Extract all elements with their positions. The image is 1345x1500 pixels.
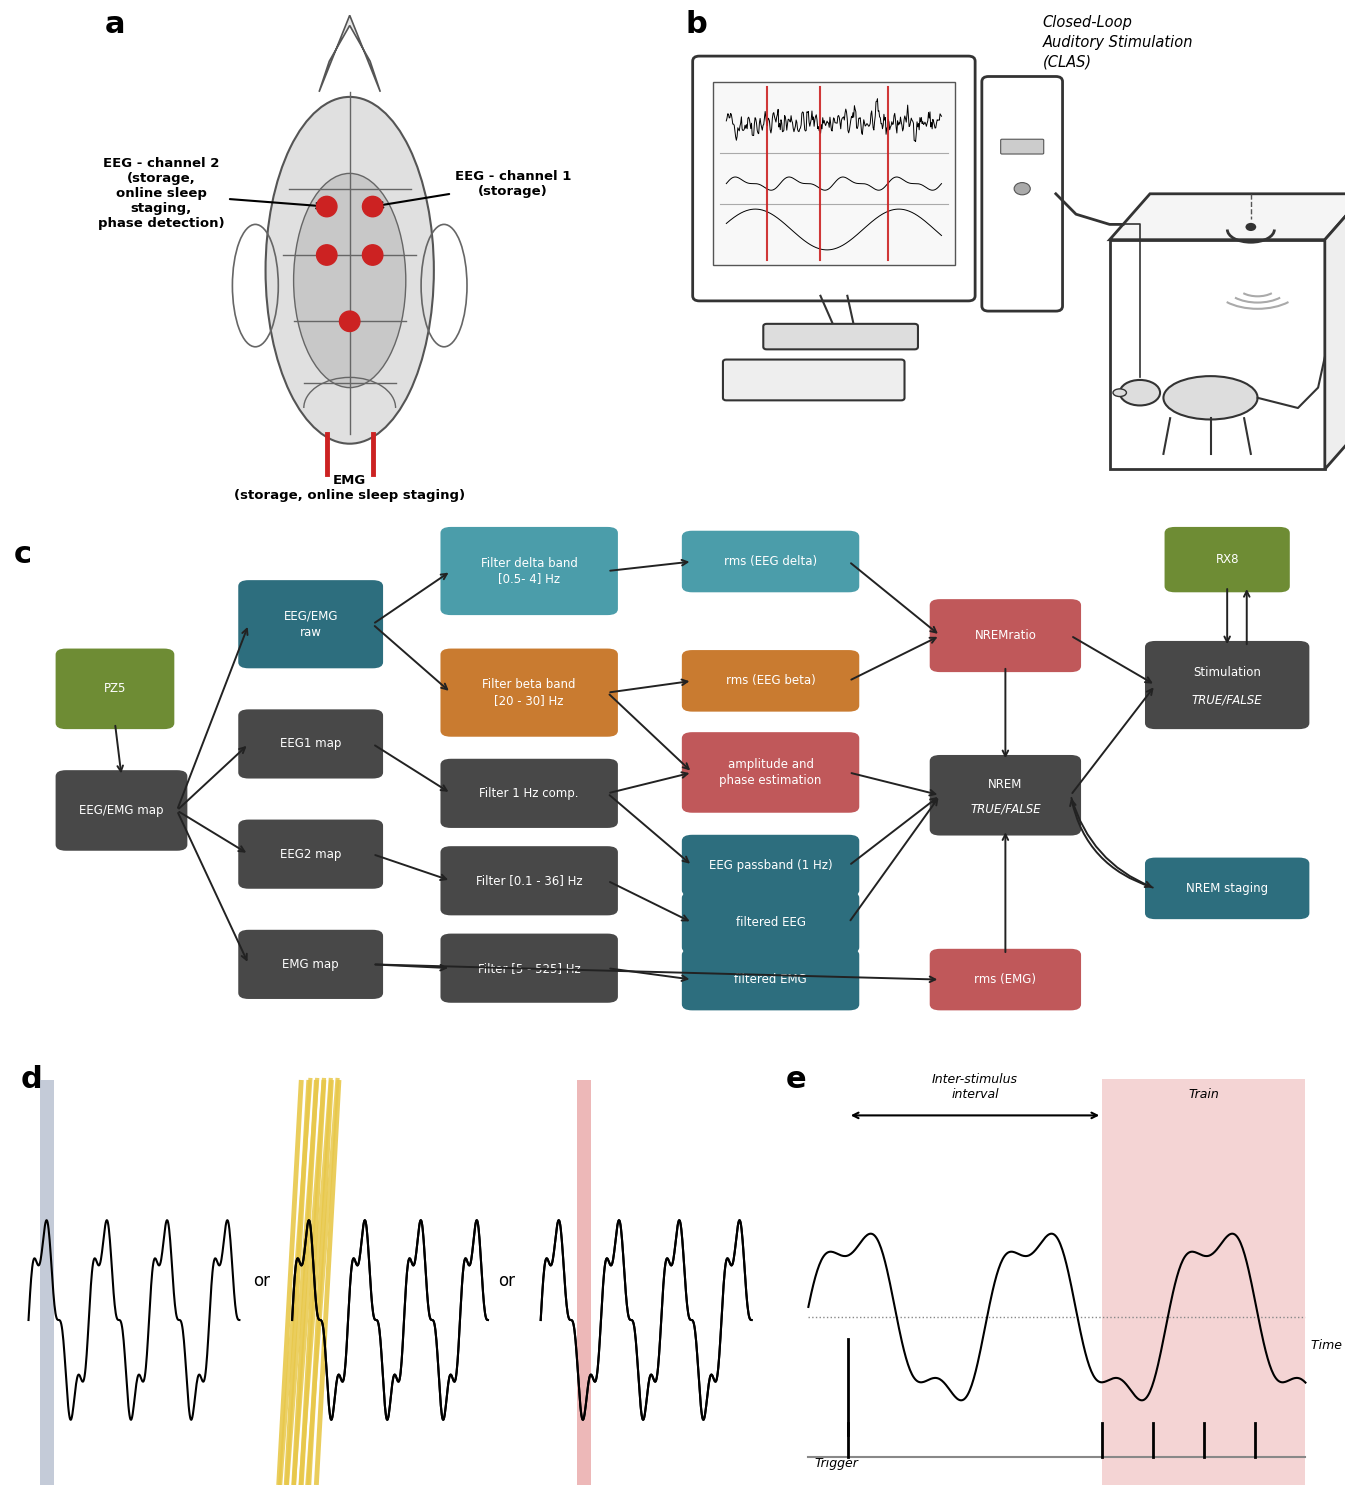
Text: Stimulation: Stimulation <box>1193 666 1262 680</box>
Ellipse shape <box>1163 376 1258 420</box>
Text: Closed-Loop
Auditory Stimulation
(CLAS): Closed-Loop Auditory Stimulation (CLAS) <box>1042 15 1193 70</box>
FancyBboxPatch shape <box>1165 526 1290 592</box>
FancyBboxPatch shape <box>682 836 859 897</box>
Text: EEG - channel 2
(storage,
online sleep
staging,
phase detection): EEG - channel 2 (storage, online sleep s… <box>98 158 321 231</box>
FancyBboxPatch shape <box>713 81 955 266</box>
Ellipse shape <box>293 174 406 387</box>
FancyBboxPatch shape <box>440 648 617 736</box>
Text: Train: Train <box>1189 1089 1219 1101</box>
Text: rms (EMG): rms (EMG) <box>974 974 1037 986</box>
Text: or: or <box>498 1272 515 1290</box>
Text: rms (EEG delta): rms (EEG delta) <box>724 555 818 568</box>
Circle shape <box>1245 224 1256 231</box>
Text: EMG
(storage, online sleep staging): EMG (storage, online sleep staging) <box>234 474 465 502</box>
Text: Inter-stimulus
interval: Inter-stimulus interval <box>932 1074 1018 1101</box>
Text: Filter 1 Hz comp.: Filter 1 Hz comp. <box>479 788 578 800</box>
FancyBboxPatch shape <box>682 650 859 711</box>
Text: NREM staging: NREM staging <box>1186 882 1268 896</box>
FancyBboxPatch shape <box>724 360 904 401</box>
Text: TRUE/FALSE: TRUE/FALSE <box>970 802 1041 816</box>
Text: Filter [5 - 525] Hz: Filter [5 - 525] Hz <box>477 962 581 975</box>
Text: EEG2 map: EEG2 map <box>280 847 342 861</box>
Text: c: c <box>13 540 32 568</box>
FancyBboxPatch shape <box>238 819 383 888</box>
Text: or: or <box>253 1272 270 1290</box>
Text: amplitude and
phase estimation: amplitude and phase estimation <box>720 758 822 788</box>
FancyBboxPatch shape <box>238 580 383 669</box>
FancyBboxPatch shape <box>929 754 1081 836</box>
FancyBboxPatch shape <box>682 892 859 954</box>
Text: RX8: RX8 <box>1216 554 1239 566</box>
FancyBboxPatch shape <box>40 1080 54 1485</box>
Text: PZ5: PZ5 <box>104 682 126 696</box>
FancyBboxPatch shape <box>682 732 859 813</box>
Circle shape <box>316 196 338 217</box>
Text: EEG/EMG map: EEG/EMG map <box>79 804 164 818</box>
FancyBboxPatch shape <box>577 1080 590 1485</box>
FancyBboxPatch shape <box>238 930 383 999</box>
FancyBboxPatch shape <box>55 648 175 729</box>
Text: Filter delta band
[0.5- 4] Hz: Filter delta band [0.5- 4] Hz <box>480 556 577 585</box>
Circle shape <box>316 244 338 266</box>
Circle shape <box>362 196 383 217</box>
FancyBboxPatch shape <box>1145 640 1310 729</box>
FancyBboxPatch shape <box>929 950 1081 1011</box>
FancyBboxPatch shape <box>693 56 975 302</box>
FancyBboxPatch shape <box>440 933 617 1004</box>
Circle shape <box>362 244 383 266</box>
FancyBboxPatch shape <box>1001 140 1044 154</box>
Ellipse shape <box>1114 388 1127 396</box>
Text: EEG/EMG
raw: EEG/EMG raw <box>284 609 338 639</box>
Text: a: a <box>105 10 125 39</box>
Text: NREMratio: NREMratio <box>974 628 1037 642</box>
Polygon shape <box>1325 194 1345 470</box>
FancyBboxPatch shape <box>440 526 617 615</box>
FancyBboxPatch shape <box>1145 858 1310 920</box>
Text: rms (EEG beta): rms (EEG beta) <box>726 675 815 687</box>
FancyBboxPatch shape <box>764 324 917 350</box>
Text: b: b <box>686 10 707 39</box>
Ellipse shape <box>265 98 434 444</box>
Text: filtered EMG: filtered EMG <box>734 974 807 986</box>
Text: NREM: NREM <box>989 778 1022 790</box>
FancyBboxPatch shape <box>440 759 617 828</box>
FancyBboxPatch shape <box>682 950 859 1011</box>
FancyBboxPatch shape <box>929 598 1081 672</box>
Text: Filter beta band
[20 - 30] Hz: Filter beta band [20 - 30] Hz <box>483 678 576 706</box>
Text: EEG - channel 1
(storage): EEG - channel 1 (storage) <box>378 170 572 207</box>
FancyBboxPatch shape <box>55 770 187 850</box>
Text: TRUE/FALSE: TRUE/FALSE <box>1192 693 1263 706</box>
FancyBboxPatch shape <box>238 710 383 778</box>
Text: EMG map: EMG map <box>282 958 339 970</box>
Text: EEG passband (1 Hz): EEG passband (1 Hz) <box>709 859 833 871</box>
Polygon shape <box>1110 240 1325 470</box>
Circle shape <box>339 310 360 332</box>
Polygon shape <box>319 15 381 92</box>
Ellipse shape <box>1119 380 1159 405</box>
FancyBboxPatch shape <box>440 846 617 915</box>
Text: d: d <box>22 1065 43 1094</box>
FancyBboxPatch shape <box>982 76 1063 310</box>
Text: EEG1 map: EEG1 map <box>280 738 342 750</box>
FancyBboxPatch shape <box>291 1080 328 1485</box>
Text: Time (s): Time (s) <box>1311 1338 1345 1352</box>
FancyBboxPatch shape <box>1102 1078 1306 1485</box>
FancyBboxPatch shape <box>682 531 859 592</box>
Text: e: e <box>785 1065 807 1094</box>
Polygon shape <box>1110 194 1345 240</box>
Text: Filter [0.1 - 36] Hz: Filter [0.1 - 36] Hz <box>476 874 582 888</box>
Text: filtered EEG: filtered EEG <box>736 916 806 928</box>
Text: Trigger: Trigger <box>815 1456 858 1470</box>
Circle shape <box>1014 183 1030 195</box>
